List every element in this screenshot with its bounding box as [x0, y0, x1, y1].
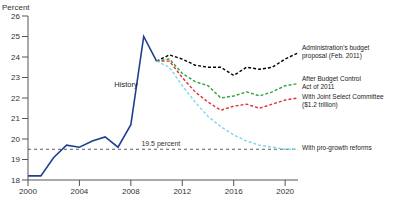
svg-text:20: 20 [11, 135, 20, 144]
svg-text:With Joint Select Committee($1: With Joint Select Committee($1.2 trillio… [302, 92, 384, 108]
svg-text:2000: 2000 [19, 187, 37, 196]
svg-text:2008: 2008 [122, 187, 140, 196]
svg-text:2016: 2016 [225, 187, 243, 196]
svg-text:2004: 2004 [71, 187, 89, 196]
svg-text:26: 26 [11, 12, 20, 21]
svg-text:2012: 2012 [173, 187, 191, 196]
svg-text:History: History [114, 80, 138, 89]
svg-text:21: 21 [11, 114, 20, 123]
svg-text:24: 24 [11, 53, 20, 62]
svg-text:23: 23 [11, 73, 20, 82]
svg-text:After Budget ControlAct of 201: After Budget ControlAct of 2011 [302, 74, 361, 89]
svg-text:Percent: Percent [8, 3, 30, 12]
svg-text:Administration's budgetproposa: Administration's budgetproposal (Feb. 20… [302, 44, 370, 60]
svg-text:25: 25 [11, 32, 20, 41]
svg-text:22: 22 [11, 94, 20, 103]
svg-text:2020: 2020 [276, 187, 294, 196]
svg-text:19.5 percent: 19.5 percent [141, 140, 180, 148]
svg-text:With pro-growth reforms: With pro-growth reforms [302, 144, 372, 152]
svg-text:19: 19 [11, 155, 20, 164]
svg-text:18: 18 [11, 176, 20, 185]
